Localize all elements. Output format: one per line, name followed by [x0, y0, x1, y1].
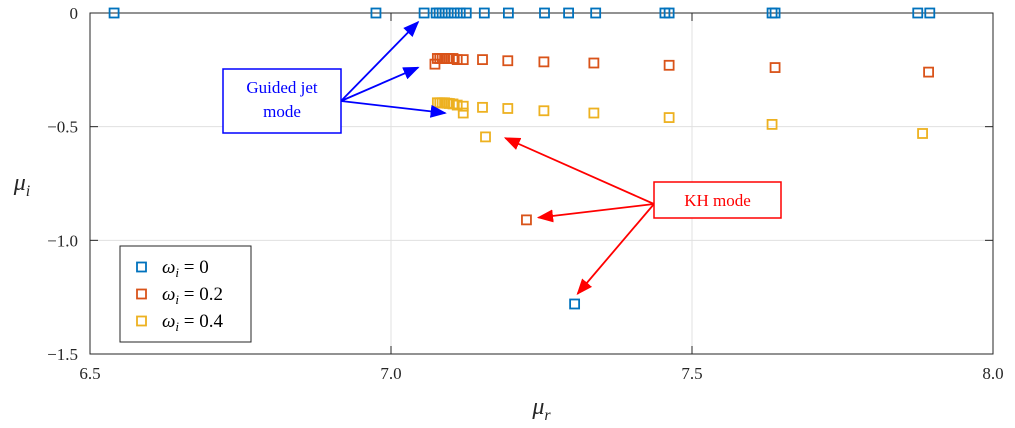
- data-point: [454, 7, 466, 19]
- kh-mode-annotation-box: [653, 181, 782, 219]
- y-tick-label: 0: [70, 4, 79, 23]
- data-point: [588, 107, 600, 119]
- data-point: [663, 59, 675, 71]
- data-point: [538, 56, 550, 68]
- annotation-arrow: [503, 137, 655, 205]
- legend-entry: ωi = 0: [162, 257, 209, 280]
- data-point: [917, 128, 928, 139]
- data-point: [924, 7, 936, 19]
- annotation-text: KH mode: [684, 191, 751, 210]
- data-point: [766, 118, 778, 130]
- data-point: [478, 7, 490, 19]
- annotations: Guided jet mode KH mode: [222, 20, 782, 295]
- data-point: [923, 66, 934, 78]
- annotation-arrow: [340, 20, 420, 102]
- data-point: [451, 54, 463, 66]
- y-tick-labels: 0 −0.5 −1.0 −1.5: [47, 4, 78, 364]
- data-point: [563, 7, 574, 19]
- data-point: [460, 7, 472, 19]
- data-point: [502, 55, 514, 67]
- data-point: [769, 7, 781, 19]
- data-point: [538, 105, 550, 117]
- annotation-text: Guided jet: [246, 78, 318, 97]
- plot-area-frame: [89, 12, 994, 355]
- legend-marker: [136, 315, 147, 327]
- data-point: [108, 7, 120, 19]
- data-point: [477, 101, 488, 113]
- data-point: [451, 99, 463, 111]
- data-points: [108, 7, 936, 310]
- legend-entry: ωi = 0.4: [162, 311, 224, 334]
- data-point: [590, 7, 602, 19]
- data-point: [569, 298, 581, 310]
- annotation-arrow: [340, 100, 447, 118]
- data-point: [457, 54, 469, 66]
- annotation-arrow: [340, 66, 420, 102]
- data-point: [477, 54, 488, 66]
- y-tick-label: −0.5: [47, 118, 78, 137]
- x-tick-label: 7.5: [681, 364, 702, 383]
- axis-ticks: [89, 12, 994, 355]
- y-tick-label: −1.0: [47, 231, 78, 250]
- annotation-text: mode: [263, 102, 301, 121]
- y-axis-title: μi: [13, 170, 31, 200]
- y-tick-label: −1.5: [47, 345, 78, 364]
- guided-jet-annotation-box: [222, 68, 342, 134]
- x-axis-title: μr: [531, 394, 551, 424]
- data-point: [442, 7, 454, 19]
- data-point: [539, 7, 550, 19]
- x-tick-label: 8.0: [982, 364, 1003, 383]
- data-point: [521, 214, 532, 226]
- data-point: [480, 131, 491, 143]
- data-point: [502, 103, 514, 114]
- legend-marker: [136, 288, 147, 300]
- data-point: [912, 7, 924, 19]
- legend: ωi = 0 ωi = 0.2 ωi = 0.4: [119, 245, 252, 343]
- data-point: [502, 7, 514, 19]
- data-point: [588, 57, 600, 69]
- data-point: [457, 100, 469, 112]
- legend-entry: ωi = 0.2: [162, 284, 223, 307]
- x-tick-label: 7.0: [380, 364, 401, 383]
- data-point: [769, 62, 781, 73]
- x-tick-label: 6.5: [79, 364, 100, 383]
- data-point: [663, 7, 675, 19]
- data-point: [448, 7, 460, 19]
- data-point: [370, 7, 382, 19]
- annotation-arrow: [576, 203, 655, 295]
- annotation-arrow: [536, 203, 655, 223]
- data-point: [418, 7, 430, 19]
- x-tick-labels: 6.5 7.0 7.5 8.0: [79, 364, 1003, 383]
- legend-marker: [136, 261, 147, 273]
- data-point: [457, 107, 469, 119]
- data-point: [663, 112, 675, 123]
